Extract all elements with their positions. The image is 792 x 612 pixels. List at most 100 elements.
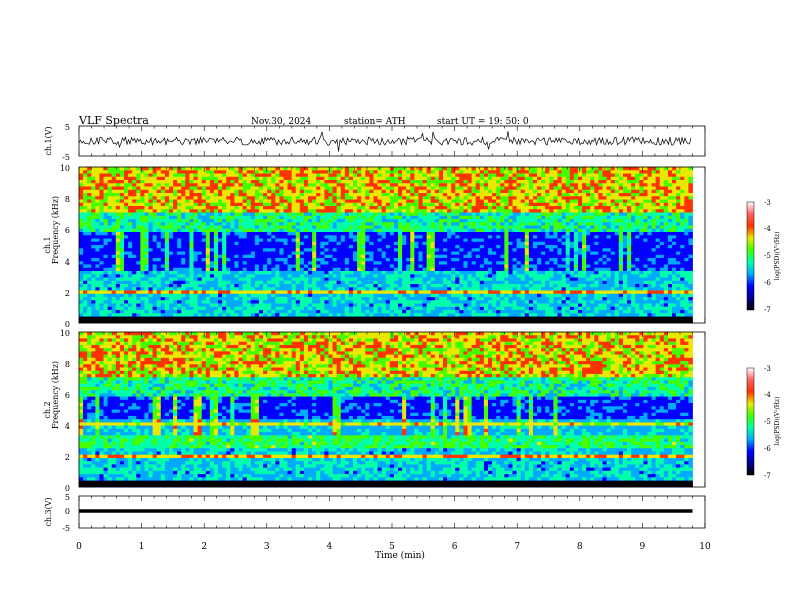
spectrogram-cell bbox=[287, 173, 293, 178]
spectrogram-cell bbox=[148, 238, 154, 243]
spectrogram-cell bbox=[438, 199, 444, 204]
spectrogram-cell bbox=[320, 293, 325, 298]
spectrogram-cell bbox=[418, 313, 423, 317]
spectrogram-cell bbox=[487, 180, 493, 184]
spectrogram-cell bbox=[181, 170, 186, 174]
spectrogram-cell bbox=[295, 202, 301, 207]
spectrogram-cell bbox=[328, 225, 333, 230]
spectrogram-cell bbox=[87, 219, 92, 223]
spectrogram-cell bbox=[209, 300, 215, 304]
spectrogram-cell bbox=[471, 254, 477, 259]
spectrogram-cell bbox=[246, 290, 252, 295]
spectrogram-cell bbox=[267, 212, 272, 217]
spectrogram-cell bbox=[336, 313, 342, 317]
spectrogram-cell bbox=[434, 280, 440, 285]
spectrogram-cell bbox=[144, 196, 149, 200]
spectrogram-cell bbox=[381, 238, 387, 243]
spectrogram-cell bbox=[123, 222, 129, 226]
spectrogram-cell bbox=[140, 212, 145, 217]
spectrogram-cell bbox=[103, 202, 109, 207]
spectrogram-cell bbox=[271, 196, 276, 200]
spectrogram-cell bbox=[406, 228, 411, 233]
spectrogram-cell bbox=[414, 183, 419, 187]
spectrogram-cell bbox=[438, 284, 444, 288]
spectrogram-cell bbox=[451, 241, 456, 246]
spectrogram-cell bbox=[254, 212, 260, 217]
spectrogram-cell bbox=[426, 202, 432, 207]
spectrogram-cell bbox=[156, 280, 162, 285]
spectrogram-cell bbox=[479, 303, 485, 308]
spectrogram-cell bbox=[467, 232, 473, 236]
spectrogram-cell bbox=[332, 254, 338, 259]
spectrogram-cell bbox=[263, 254, 268, 259]
spectrogram-cell bbox=[402, 267, 407, 272]
spectrogram-cell bbox=[353, 287, 358, 291]
spectrogram-cell bbox=[91, 238, 96, 243]
spectrogram-cell bbox=[471, 251, 477, 256]
spectrogram-cell bbox=[295, 222, 301, 226]
spectrogram-cell bbox=[373, 225, 378, 230]
spectrogram-cell bbox=[348, 303, 354, 308]
spectrogram-cell bbox=[496, 235, 501, 239]
spectrogram-cell bbox=[119, 300, 125, 304]
spectrogram-cell bbox=[246, 206, 252, 210]
spectrogram-cell bbox=[119, 297, 125, 301]
spectrogram-cell bbox=[271, 310, 276, 314]
spectrogram-cell bbox=[156, 183, 162, 187]
spectrogram-cell bbox=[189, 254, 194, 259]
spectrogram-cell bbox=[156, 186, 162, 191]
spectrogram-cell bbox=[357, 180, 362, 184]
spectrogram-cell bbox=[443, 245, 448, 249]
spectrogram-cell bbox=[389, 303, 395, 308]
spectrogram-cell bbox=[353, 251, 358, 256]
spectrogram-cell bbox=[467, 228, 473, 233]
spectrogram-cell bbox=[83, 287, 88, 291]
spectrogram-cell bbox=[107, 271, 113, 275]
spectrogram-cell bbox=[312, 183, 317, 187]
spectrogram-cell bbox=[320, 267, 325, 272]
spectrogram-cell bbox=[479, 180, 485, 184]
spectrogram-cell bbox=[242, 254, 248, 259]
spectrogram-cell bbox=[361, 300, 366, 304]
spectrogram-cell bbox=[136, 258, 141, 262]
spectrogram-cell bbox=[226, 225, 231, 230]
spectrogram-cell bbox=[344, 293, 350, 298]
spectrogram-cell bbox=[324, 219, 329, 223]
spectrogram-cell bbox=[242, 290, 248, 295]
spectrogram-cell bbox=[434, 235, 440, 239]
spectrogram-cell bbox=[234, 280, 239, 285]
spectrogram-cell bbox=[87, 271, 92, 275]
spectrogram-cell bbox=[209, 170, 215, 174]
spectrogram-cell bbox=[357, 274, 362, 278]
spectrogram-cell bbox=[164, 170, 170, 174]
spectrogram-cell bbox=[201, 254, 207, 259]
spectrogram-cell bbox=[283, 254, 288, 259]
spectrogram-cell bbox=[373, 274, 378, 278]
spectrogram-cell bbox=[389, 284, 395, 288]
spectrogram-cell bbox=[119, 212, 125, 217]
spectrogram-cell bbox=[99, 274, 104, 278]
spectrogram-cell bbox=[340, 219, 346, 223]
spectrogram-cell bbox=[123, 284, 129, 288]
spectrogram-cell bbox=[164, 222, 170, 226]
spectrogram-cell bbox=[353, 235, 358, 239]
spectrogram-cell bbox=[348, 271, 354, 275]
spectrogram-cell bbox=[344, 225, 350, 230]
spectrogram-cell bbox=[128, 310, 133, 314]
spectrogram-cell bbox=[398, 228, 403, 233]
spectrogram-cell bbox=[451, 303, 456, 308]
spectrogram-cell bbox=[107, 235, 113, 239]
spectrogram-cell bbox=[369, 225, 374, 230]
spectrogram-cell bbox=[250, 303, 256, 308]
spectrogram-cell bbox=[389, 241, 395, 246]
spectrogram-cell bbox=[463, 293, 468, 298]
spectrogram-cell bbox=[238, 300, 243, 304]
spectrogram-cell bbox=[328, 245, 333, 249]
spectrogram-cell bbox=[487, 173, 493, 178]
spectrogram-cell bbox=[128, 196, 133, 200]
spectrogram-cell bbox=[287, 306, 293, 311]
spectrogram-cell bbox=[79, 310, 84, 314]
spectrogram-cell bbox=[279, 297, 284, 301]
spectrogram-cell bbox=[426, 186, 432, 191]
spectrogram-cell bbox=[115, 215, 121, 220]
